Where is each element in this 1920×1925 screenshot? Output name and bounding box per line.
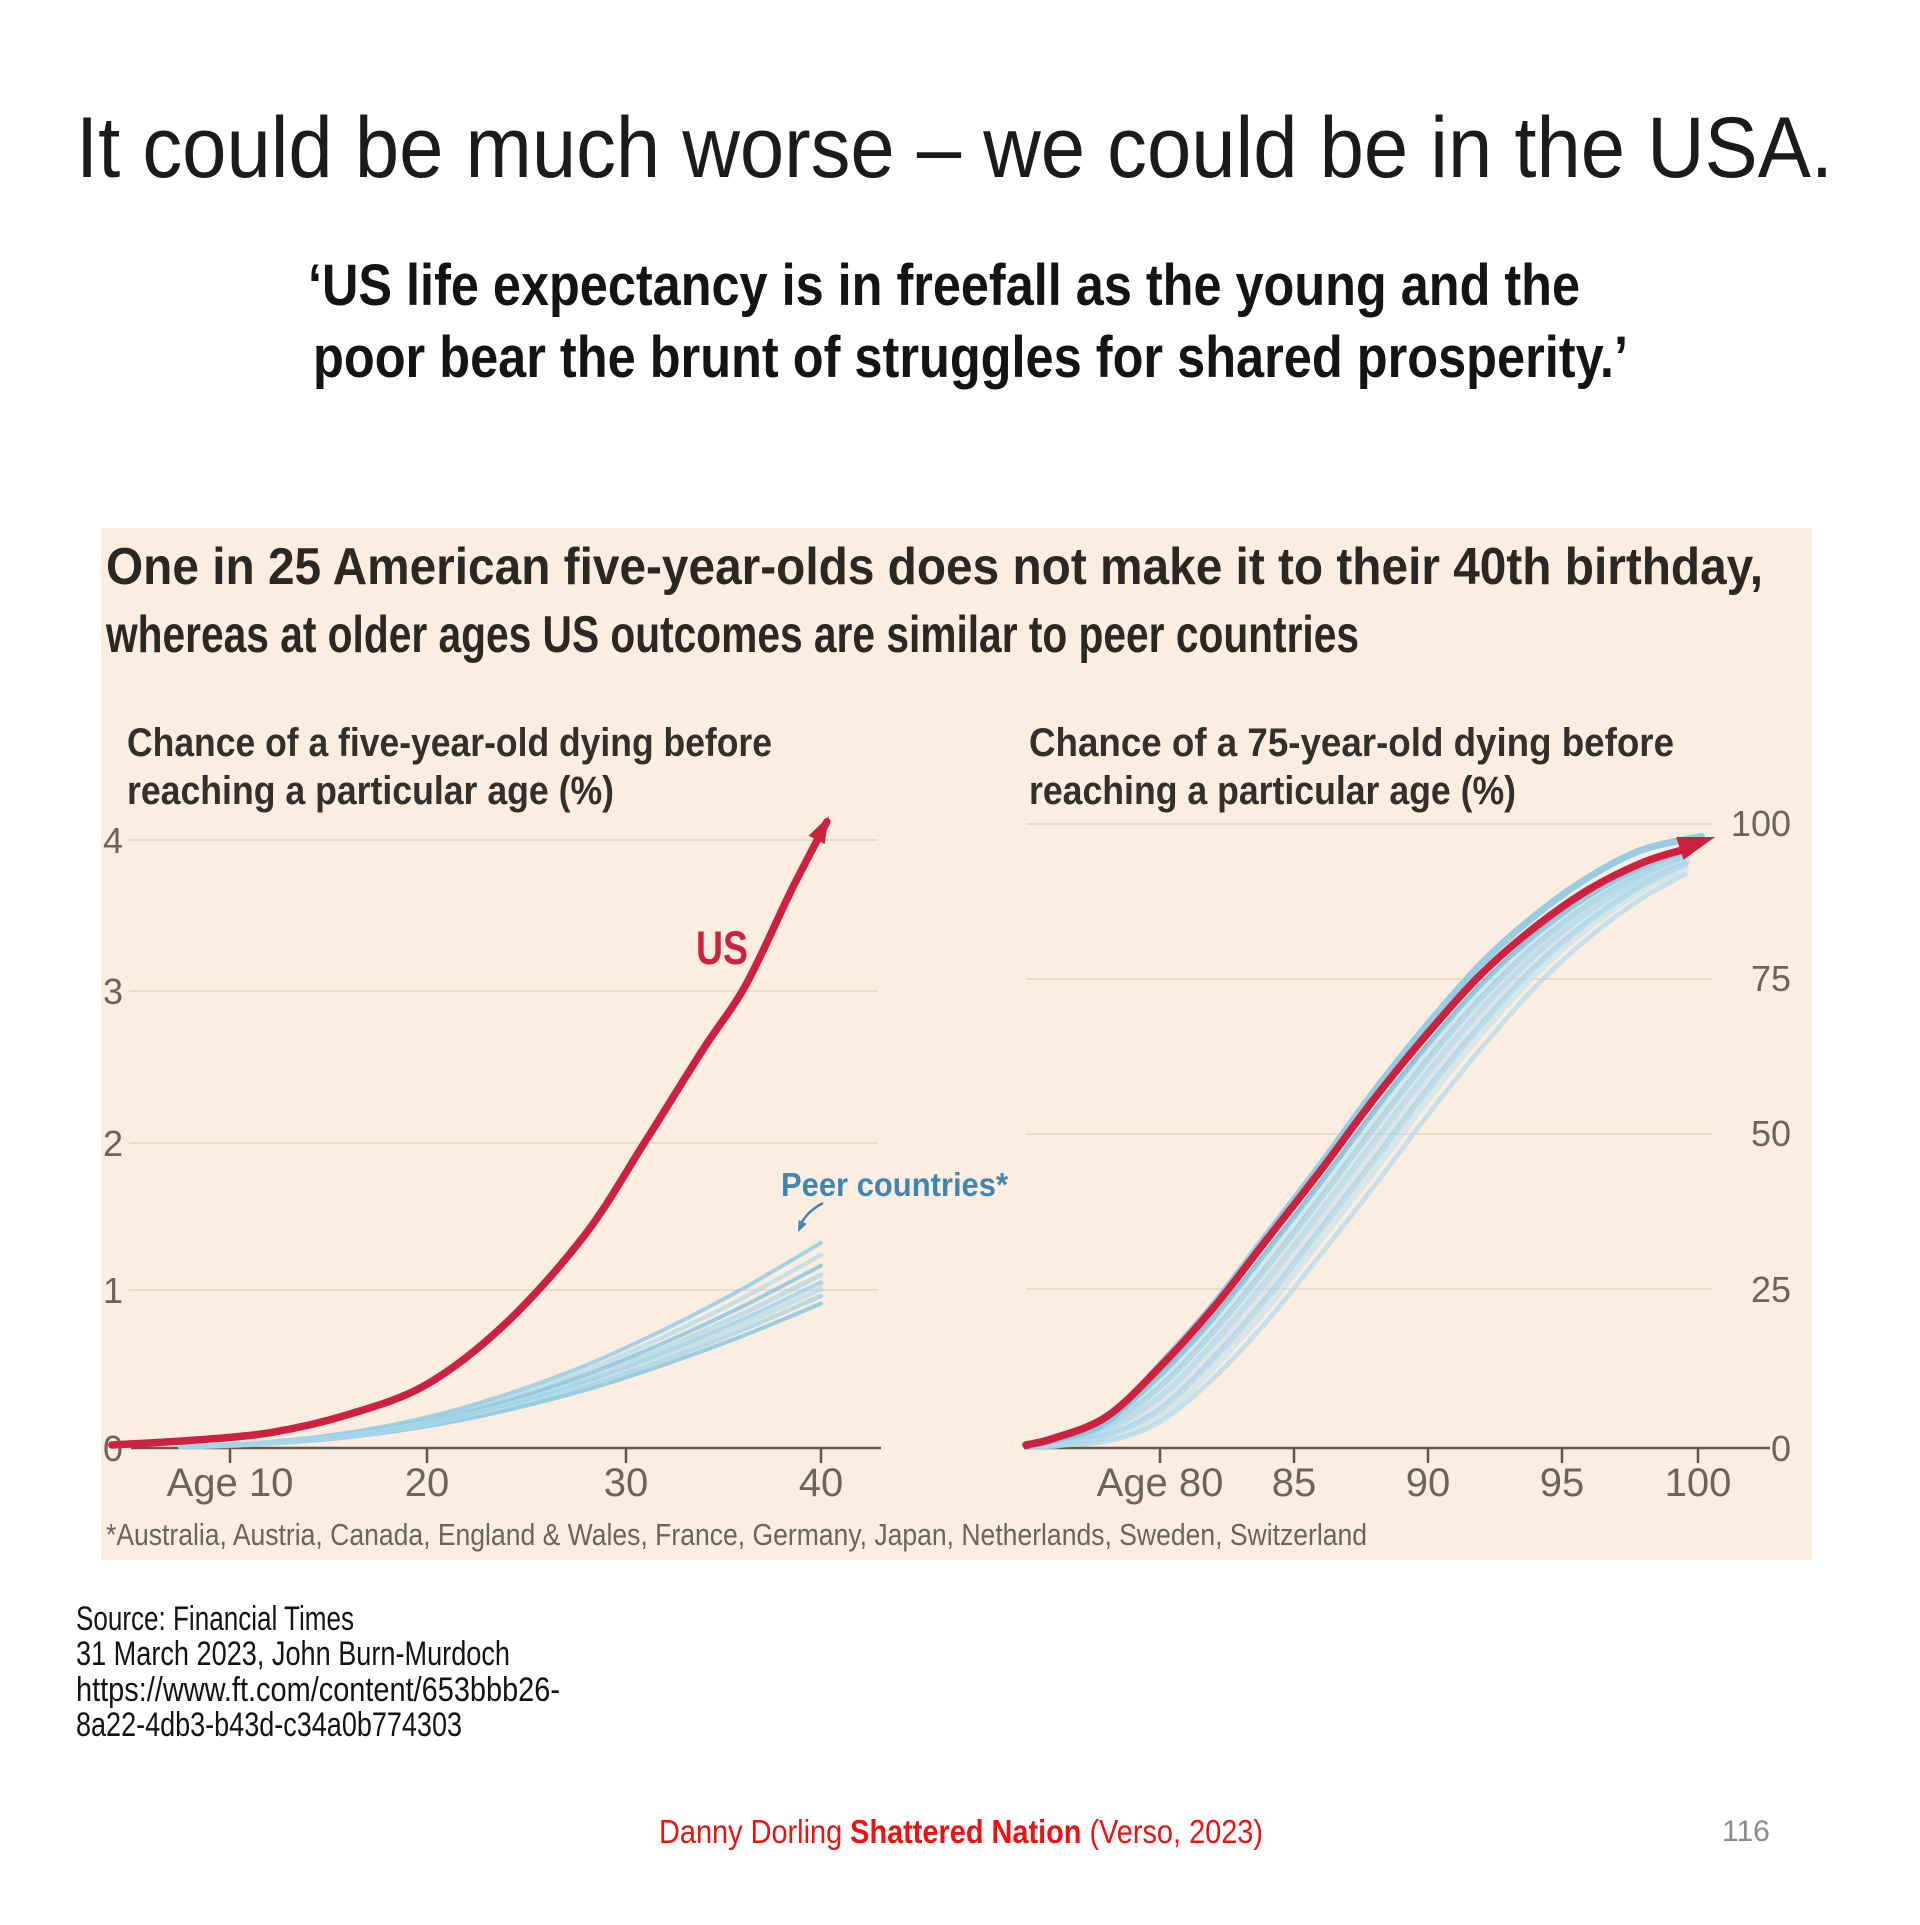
svg-text:100: 100	[1731, 803, 1791, 844]
svg-text:90: 90	[1406, 1461, 1451, 1505]
svg-text:100: 100	[1665, 1461, 1732, 1505]
svg-text:8a22-4db3-b43d-c34a0b774303: 8a22-4db3-b43d-c34a0b774303	[76, 1706, 462, 1744]
svg-text:85: 85	[1272, 1461, 1317, 1505]
svg-text:It could be much worse – we co: It could be much worse – we could be in …	[76, 100, 1833, 196]
svg-text:Source: Financial Times: Source: Financial Times	[76, 1600, 354, 1638]
svg-text:31 March 2023, John Burn-Murdo: 31 March 2023, John Burn-Murdoch	[76, 1635, 510, 1673]
svg-text:1: 1	[103, 1270, 123, 1311]
svg-text:reaching a particular age (%): reaching a particular age (%)	[1029, 769, 1516, 813]
svg-text:Peer countries*: Peer countries*	[781, 1166, 1008, 1203]
svg-text:One in 25 American five-year-o: One in 25 American five-year-olds does n…	[106, 538, 1763, 596]
svg-text:75: 75	[1751, 958, 1791, 999]
svg-text:50: 50	[1751, 1113, 1791, 1154]
svg-text:25: 25	[1751, 1269, 1791, 1310]
svg-text:https://www.ft.com/content/653: https://www.ft.com/content/653bbb26-	[76, 1671, 560, 1709]
svg-text:US: US	[696, 921, 748, 974]
svg-text:2: 2	[103, 1123, 123, 1164]
svg-text:30: 30	[604, 1461, 649, 1505]
svg-text:whereas at older ages US outco: whereas at older ages US outcomes are si…	[105, 606, 1359, 664]
svg-text:reaching a particular age (%): reaching a particular age (%)	[127, 769, 614, 813]
svg-text:poor bear the brunt of struggl: poor bear the brunt of struggles for sha…	[313, 325, 1628, 390]
svg-text:4: 4	[103, 820, 123, 861]
svg-text:40: 40	[799, 1461, 844, 1505]
svg-text:0: 0	[1771, 1428, 1791, 1469]
svg-text:Chance of a five-year-old dyin: Chance of a five-year-old dying before	[127, 721, 772, 765]
svg-text:Danny Dorling Shattered Nation: Danny Dorling Shattered Nation (Verso, 2…	[659, 1813, 1263, 1850]
svg-text:*Australia, Austria, Canada, E: *Australia, Austria, Canada, England & W…	[106, 1517, 1367, 1552]
svg-text:Age 80: Age 80	[1097, 1461, 1224, 1505]
svg-text:Age 10: Age 10	[167, 1461, 294, 1505]
svg-text:Chance of a 75-year-old dying: Chance of a 75-year-old dying before	[1029, 721, 1674, 765]
svg-text:116: 116	[1722, 1815, 1770, 1848]
svg-text:‘US life expectancy is in free: ‘US life expectancy is in freefall as th…	[308, 253, 1580, 318]
svg-text:3: 3	[103, 971, 123, 1012]
svg-text:95: 95	[1540, 1461, 1585, 1505]
svg-text:20: 20	[405, 1461, 450, 1505]
